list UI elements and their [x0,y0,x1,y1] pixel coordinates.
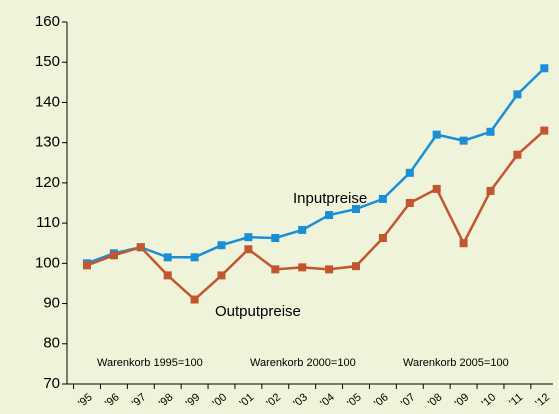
y-tick-label: 120 [35,174,60,191]
point [325,211,334,220]
y-tick-label: 90 [43,295,60,312]
x-tick-label: '97 [130,391,149,409]
point [271,265,280,274]
annotation: Warenkorb 2005=100 [403,357,509,369]
point [513,150,522,159]
point [298,225,307,234]
annotation: Warenkorb 1995=100 [97,357,203,369]
x-tick-label: '11 [507,391,525,409]
point [136,243,145,252]
point [459,239,468,248]
point [190,295,199,304]
y-tick-label: 140 [35,93,60,110]
x-tick-label: '98 [157,391,176,409]
x-tick-label: '04 [318,391,337,409]
point [459,136,468,145]
point [540,126,549,135]
x-tick-label: '05 [345,391,364,409]
point [513,90,522,99]
point [405,199,414,207]
x-tick-label: '06 [372,391,391,409]
y-tick-label: 80 [43,335,60,352]
point [244,245,253,254]
point [325,265,334,274]
y-tick-label: 150 [35,53,60,70]
y-tick-label: 70 [43,375,60,392]
point [486,186,495,195]
x-tick-label: '96 [103,391,122,409]
point [298,263,307,272]
point [378,233,387,242]
point [432,130,441,139]
x-tick-label: '00 [211,391,230,409]
x-tick-label: '99 [184,391,203,409]
point [352,262,360,271]
point [217,271,226,280]
x-tick-label: '12 [533,391,552,409]
y-tick-label: 110 [36,214,60,231]
x-tick-label: '95 [76,391,95,409]
series-label: Outputpreise [215,303,301,320]
point [244,233,253,242]
series-line [86,67,546,265]
series-label: Inputpreise [293,190,367,207]
point [163,271,172,280]
point [540,64,549,73]
x-tick-label: '02 [264,391,283,409]
point [432,184,441,193]
x-tick-label: '03 [291,391,310,409]
x-tick-label: '01 [237,391,256,409]
y-tick-label: 130 [35,134,60,151]
point [486,127,495,136]
x-tick-label: '07 [399,391,418,409]
point [378,194,387,203]
point [352,205,360,214]
x-tick-label: '09 [453,391,472,409]
annotation: Warenkorb 2000=100 [250,357,356,369]
point [83,261,91,270]
point [405,168,414,177]
point [190,253,199,262]
x-tick-label: '10 [480,391,499,409]
point [163,253,172,262]
y-tick-label: 160 [35,13,60,30]
point [109,251,118,260]
y-tick-label: 100 [35,254,60,271]
point [217,241,226,250]
x-tick-label: '08 [426,391,445,409]
point [271,233,280,242]
series-line [86,129,546,302]
